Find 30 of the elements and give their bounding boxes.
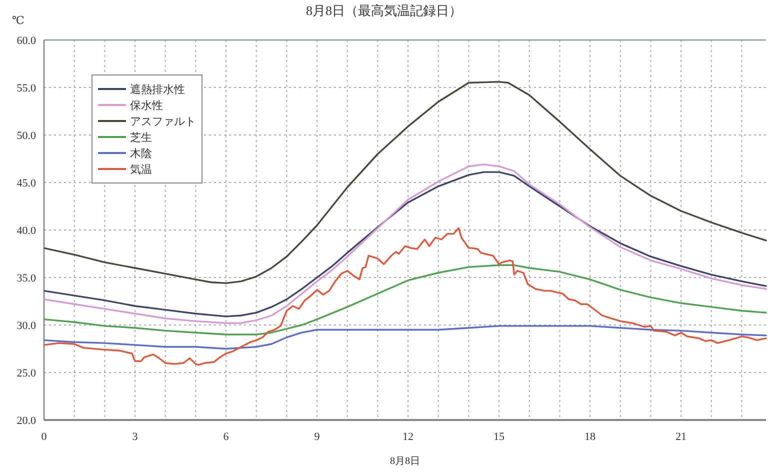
y-tick-label: 35.0: [16, 272, 36, 284]
x-tick-label: 15: [494, 431, 506, 443]
x-axis-title: 8月8日: [390, 456, 420, 467]
legend-label: 芝生: [130, 131, 152, 144]
y-tick-label: 20.0: [16, 415, 36, 427]
y-tick-label: 25.0: [16, 368, 36, 380]
line-series: [44, 264, 767, 336]
y-tick-label: 30.0: [16, 320, 36, 332]
y-tick-label: 45.0: [16, 178, 36, 190]
legend-label: 遮熱排水性: [130, 83, 185, 96]
line-series: [44, 80, 767, 284]
x-tick-label: 21: [676, 431, 687, 443]
legend-label: アスファルト: [130, 116, 196, 128]
legend-label: 保水性: [130, 99, 163, 112]
y-axis-title: ℃: [12, 15, 24, 27]
legend-label: 気温: [130, 164, 152, 176]
x-tick-label: 18: [584, 431, 596, 443]
line-series: [44, 227, 767, 366]
x-tick-label: 6: [223, 431, 230, 443]
y-tick-label: 40.0: [16, 225, 36, 237]
line-series: [44, 325, 767, 350]
legend-label: 木陰: [130, 147, 152, 160]
x-tick-label: 3: [132, 431, 138, 443]
y-tick-label: 50.0: [16, 130, 36, 142]
chart-title: 8月8日（最高気温記録日）: [306, 3, 462, 18]
y-tick-label: 55.0: [16, 82, 36, 94]
x-tick-label: 12: [402, 431, 414, 443]
y-tick-label: 60.0: [16, 35, 36, 47]
x-tick-label: 9: [314, 431, 320, 443]
x-tick-label: 0: [41, 431, 48, 443]
